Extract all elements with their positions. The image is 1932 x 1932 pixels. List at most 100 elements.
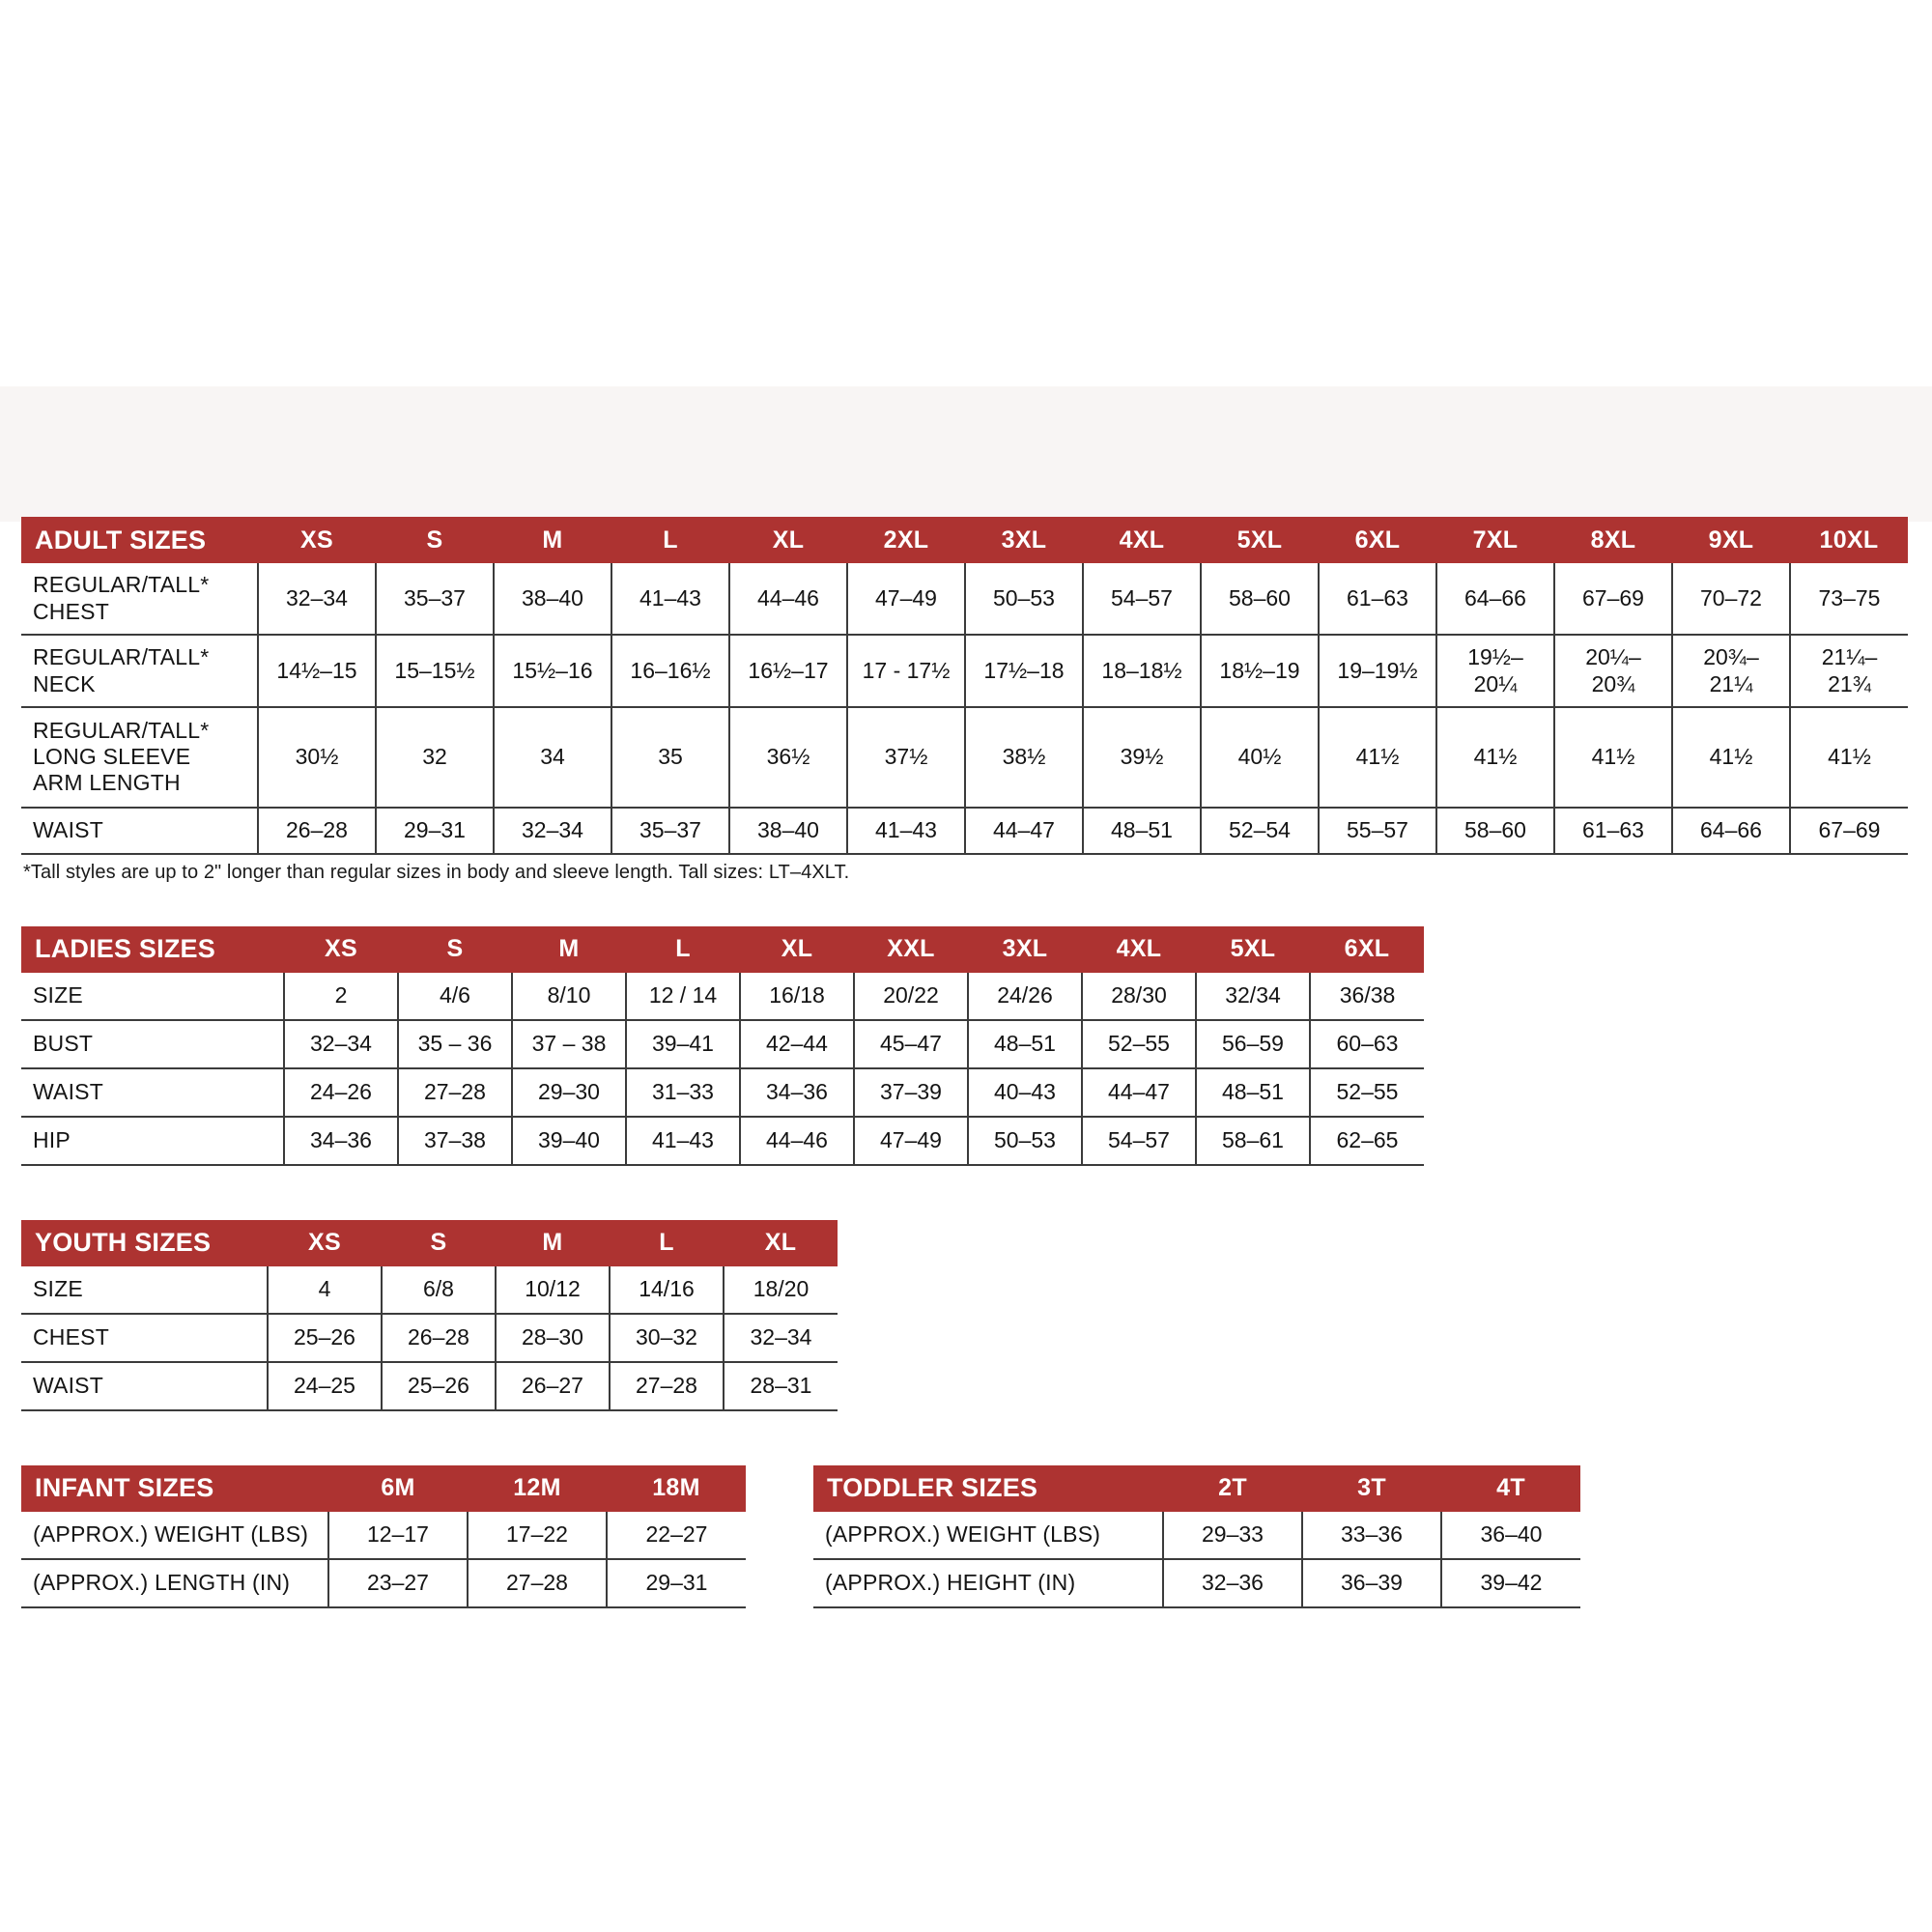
cell-line: 15½–16 [512,657,593,683]
cell-line: 35–37 [639,817,701,843]
cell-line: 58–60 [1229,584,1291,611]
cell-line: 41–43 [875,817,937,843]
ladies-column-header-3xl: 3XL [968,925,1082,973]
table-cell: 50–53 [968,1116,1083,1166]
table-cell: 15½–16 [494,635,612,709]
table-cell: 14/16 [610,1265,724,1315]
table-cell: 34–36 [284,1116,399,1166]
ladies-row-label: BUST [21,1019,285,1069]
table-cell: 18½–19 [1201,635,1320,709]
table-cell: 36/38 [1310,972,1424,1021]
infant-header-row: INFANT SIZES 6M 12M 18M [21,1464,746,1512]
cell-line: 36/38 [1339,982,1396,1009]
adult-column-header-10xl: 10XL [1790,517,1908,563]
table-cell: 33–36 [1302,1511,1442,1560]
table-cell: 41–43 [847,807,966,855]
adult-sizes-table: ADULT SIZES XS S M L XL 2XL 3XL 4XL 5XL 6XL 7XL 8XL 9… [21,517,1908,855]
infant-toddler-row: INFANT SIZES 6M 12M 18M (APPROX.) WEIGHT (LB… [21,1464,1911,1608]
toddler-table-title: TODDLER SIZES [813,1464,1163,1512]
cell-line: 26–27 [522,1373,583,1399]
ladies-row-label: SIZE [21,972,285,1021]
table-cell: 32–34 [284,1019,399,1069]
cell-line: 25–26 [408,1373,469,1399]
row-label-line: NECK [33,670,96,696]
table-cell: 48–51 [968,1019,1083,1069]
cell-line: 32–34 [750,1324,812,1350]
cell-line: 20¾– [1703,644,1759,670]
cell-line: 8/10 [547,982,591,1009]
table-row: CHEST 25–26 26–28 28–30 30–32 32–34 [21,1313,838,1363]
cell-line: 41–43 [639,584,701,611]
table-cell: 27–28 [468,1558,608,1608]
cell-line: 16½–17 [748,657,829,683]
cell-line: 54–57 [1111,584,1173,611]
cell-line: 41–43 [652,1127,714,1153]
table-cell: 12 / 14 [626,972,741,1021]
table-cell: 28/30 [1082,972,1197,1021]
table-cell: 39½ [1083,707,1202,809]
table-cell: 27–28 [398,1067,513,1118]
table-row: SIZE 4 6/8 10/12 14/16 18/20 [21,1265,838,1315]
cell-line: 32–34 [522,817,583,843]
table-cell: 39–40 [512,1116,627,1166]
cell-line: 40–43 [994,1079,1056,1105]
table-cell: 41–43 [626,1116,741,1166]
table-cell: 61–63 [1554,807,1673,855]
table-cell: 40–43 [968,1067,1083,1118]
cell-line: 19–19½ [1337,657,1418,683]
ladies-row-label: HIP [21,1116,285,1166]
table-cell: 24/26 [968,972,1083,1021]
row-label-line: REGULAR/TALL* [33,644,210,670]
adult-column-header-4xl: 4XL [1083,517,1201,563]
infant-column-header-18m: 18M [607,1464,746,1512]
ladies-row-label: WAIST [21,1067,285,1118]
ladies-column-header-5xl: 5XL [1196,925,1310,973]
cell-line: 39–42 [1480,1570,1543,1596]
table-cell: 20¾– 21¼ [1672,635,1791,709]
ladies-column-header-l: L [626,925,740,973]
ladies-column-header-xl: XL [740,925,854,973]
adult-column-header-6xl: 6XL [1319,517,1436,563]
cell-line: 22–27 [645,1521,708,1548]
table-row: HIP 34–36 37–38 39–40 41–43 44–46 47–49 50–53 54… [21,1116,1424,1166]
table-cell: 41½ [1790,707,1908,809]
cell-line: 4/6 [440,982,470,1009]
row-label-line: LONG SLEEVE [33,744,191,770]
table-cell: 40½ [1201,707,1320,809]
table-cell: 34 [494,707,612,809]
table-cell: 73–75 [1790,563,1908,637]
table-cell: 21¼– 21¾ [1790,635,1908,709]
table-cell: 62–65 [1310,1116,1424,1166]
cell-line: 16/18 [769,982,825,1009]
row-label-line: SIZE [33,1276,83,1302]
cell-line: 23–27 [367,1570,429,1596]
table-cell: 70–72 [1672,563,1791,637]
cell-line: 32/34 [1225,982,1281,1009]
infant-row-label: (APPROX.) LENGTH (IN) [21,1558,329,1608]
cell-line: 34 [540,744,565,770]
table-cell: 44–47 [1082,1067,1197,1118]
table-cell: 41½ [1672,707,1791,809]
row-label-line: CHEST [33,598,109,624]
youth-header-row: YOUTH SIZES XS S M L XL [21,1219,838,1266]
adult-row-label: REGULAR/TALL* NECK [21,635,259,709]
cell-line: 29–31 [645,1570,708,1596]
infant-sizes-table: INFANT SIZES 6M 12M 18M (APPROX.) WEIGHT (LB… [21,1464,746,1608]
cell-line: 29–31 [404,817,466,843]
table-cell: 41–43 [611,563,730,637]
cell-line: 28–30 [522,1324,583,1350]
cell-line: 60–63 [1336,1031,1399,1057]
cell-line: 17 - 17½ [862,657,951,683]
adult-column-header-l: L [611,517,729,563]
row-label-line: CHEST [33,1324,109,1350]
table-cell: 23–27 [328,1558,469,1608]
table-cell: 17–22 [468,1511,608,1560]
youth-column-header-s: S [382,1219,496,1266]
cell-line: 37–38 [424,1127,486,1153]
cell-line: 30½ [295,744,339,770]
cell-line: 48–51 [1111,817,1173,843]
table-cell: 44–47 [965,807,1084,855]
cell-line: 38–40 [757,817,819,843]
adult-column-header-5xl: 5XL [1201,517,1319,563]
